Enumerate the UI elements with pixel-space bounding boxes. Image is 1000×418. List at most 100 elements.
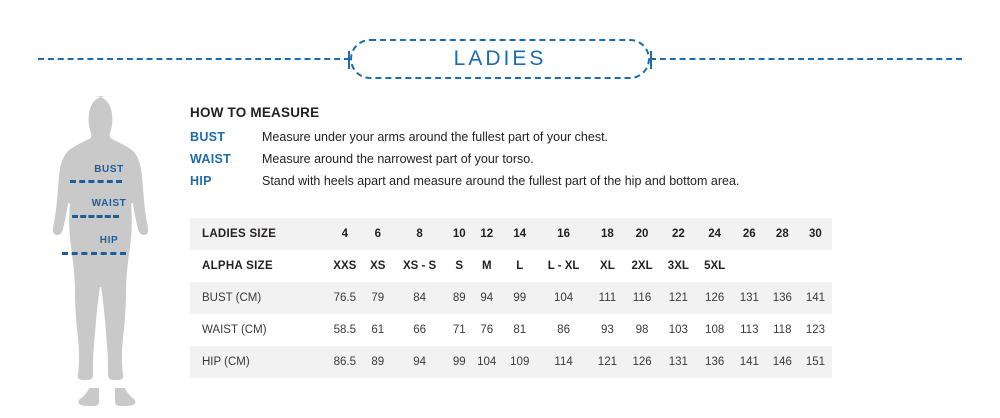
table-cell: XL: [600, 260, 615, 272]
table-cell: [799, 250, 832, 282]
table-row-label: HIP (CM): [202, 356, 250, 368]
table-cell: 76: [480, 324, 494, 336]
figure-measure-line-hip: [62, 252, 126, 255]
table-row-label: ALPHA SIZE: [202, 260, 273, 272]
table-cell: [766, 250, 799, 282]
table-cell: 58.5: [333, 324, 356, 336]
table-cell: 12: [480, 228, 494, 240]
table-cell: 113: [740, 324, 759, 336]
table-row-label: LADIES SIZE: [202, 228, 277, 240]
table-row: ALPHA SIZE XXS XS XS - S S M L L - XL XL 2XL 3XL 5X…: [190, 250, 832, 282]
table-cell: XS - S: [403, 260, 437, 272]
table-cell: 93: [601, 324, 614, 336]
measure-instruction-bust: BUST Measure under your arms around the …: [190, 130, 980, 152]
table-cell: 109: [510, 356, 530, 368]
table-cell: 22: [671, 228, 685, 240]
table-cell: 104: [477, 356, 497, 368]
measure-instruction-hip: HIP Stand with heels apart and measure a…: [190, 174, 980, 196]
table-row: BUST (CM) 76.5 79 84 89 94 99 104 111 116 121 126 13…: [190, 282, 832, 314]
measure-term-hip: HIP: [190, 174, 212, 188]
table-cell: 79: [371, 292, 385, 304]
measure-definition-hip: Stand with heels apart and measure aroun…: [262, 174, 740, 188]
table-cell: 86: [557, 324, 570, 336]
measure-definition-waist: Measure around the narrowest part of you…: [262, 152, 534, 166]
table-cell: 24: [708, 228, 722, 240]
table-cell: 16: [557, 228, 570, 240]
table-cell: 111: [598, 292, 617, 304]
figure-label-bust: BUST: [94, 164, 124, 175]
table-cell: 71: [452, 324, 466, 336]
table-cell: 61: [371, 324, 385, 336]
table-cell: 108: [705, 324, 725, 336]
table-cell: 116: [632, 292, 652, 304]
table-row-label: BUST (CM): [202, 292, 262, 304]
table-cell: 28: [775, 228, 789, 240]
table-cell: XS: [370, 260, 386, 272]
figure-label-hip: HIP: [99, 235, 119, 246]
page-title: LADIES: [453, 47, 547, 70]
measure-term-bust: BUST: [190, 130, 226, 144]
table-cell: 121: [597, 356, 617, 368]
figure-measure-line-bust: [70, 180, 122, 183]
table-row: WAIST (CM) 58.5 61 66 71 76 81 86 93 98 103 108 113 1…: [190, 314, 832, 346]
table-cell: 66: [413, 324, 427, 336]
table-cell: 26: [742, 228, 756, 240]
how-to-measure-heading: HOW TO MEASURE: [190, 105, 320, 120]
table-cell: 141: [739, 356, 759, 368]
measure-term-waist: WAIST: [190, 152, 232, 166]
table-cell: 98: [635, 324, 649, 336]
measure-instruction-waist: WAIST Measure around the narrowest part …: [190, 152, 980, 174]
table-cell: 126: [632, 356, 652, 368]
table-cell: 136: [772, 292, 792, 304]
table-cell: 136: [705, 356, 725, 368]
table-cell: L: [516, 260, 524, 272]
page-banner: LADIES: [0, 36, 1000, 82]
table-cell: L - XL: [547, 260, 580, 272]
table-cell: 84: [413, 292, 427, 304]
table-cell: 99: [452, 356, 466, 368]
table-cell: 146: [772, 356, 792, 368]
female-body-silhouette-icon: [52, 96, 149, 406]
table-cell: 4: [341, 228, 348, 240]
size-chart-body: LADIES SIZE 4 6 8 10 12 14 16 18 20 22 24 26 28 30 ALPH…: [190, 218, 832, 378]
measure-definition-bust: Measure under your arms around the fulle…: [262, 130, 609, 144]
table-cell: S: [455, 260, 464, 272]
banner-title-box: LADIES: [350, 39, 650, 79]
table-cell: 18: [601, 228, 614, 240]
table-cell: 30: [809, 228, 822, 240]
table-cell: 103: [668, 324, 688, 336]
table-cell: 20: [635, 228, 649, 240]
table-cell: 8: [416, 228, 423, 240]
table-cell: 151: [805, 356, 825, 368]
table-cell: 10: [452, 228, 466, 240]
table-cell: M: [481, 260, 492, 272]
table-cell: 123: [805, 324, 825, 336]
table-cell: 76.5: [333, 292, 356, 304]
table-cell: 114: [554, 356, 573, 368]
table-cell: XXS: [333, 260, 357, 272]
table-cell: 89: [452, 292, 466, 304]
table-cell: 86.5: [333, 356, 356, 368]
table-cell: [733, 250, 766, 282]
table-row-label: WAIST (CM): [202, 324, 267, 336]
banner-dashed-rule-left: [38, 51, 350, 69]
table-cell: 6: [374, 228, 382, 240]
body-silhouette-figure: BUST WAIST HIP: [32, 92, 182, 410]
table-cell: 131: [739, 292, 759, 304]
table-cell: 126: [705, 292, 725, 304]
table-cell: 99: [513, 292, 527, 304]
table-row: HIP (CM) 86.5 89 94 99 104 109 114 121 126 131 136 1…: [190, 346, 832, 378]
table-cell: 5XL: [704, 260, 726, 272]
banner-dashed-rule-right: [650, 51, 962, 69]
how-to-measure-section: HOW TO MEASURE BUST Measure under your a…: [190, 105, 980, 196]
table-cell: 94: [413, 356, 427, 368]
table-cell: 121: [668, 292, 688, 304]
figure-label-waist: WAIST: [91, 198, 127, 209]
table-cell: 81: [513, 324, 527, 336]
table-cell: 94: [480, 292, 494, 304]
table-cell: 89: [371, 356, 385, 368]
table-cell: 141: [805, 292, 825, 304]
table-cell: 14: [513, 228, 527, 240]
table-row: LADIES SIZE 4 6 8 10 12 14 16 18 20 22 24 26 28 30: [190, 218, 832, 250]
table-cell: 3XL: [667, 260, 689, 272]
